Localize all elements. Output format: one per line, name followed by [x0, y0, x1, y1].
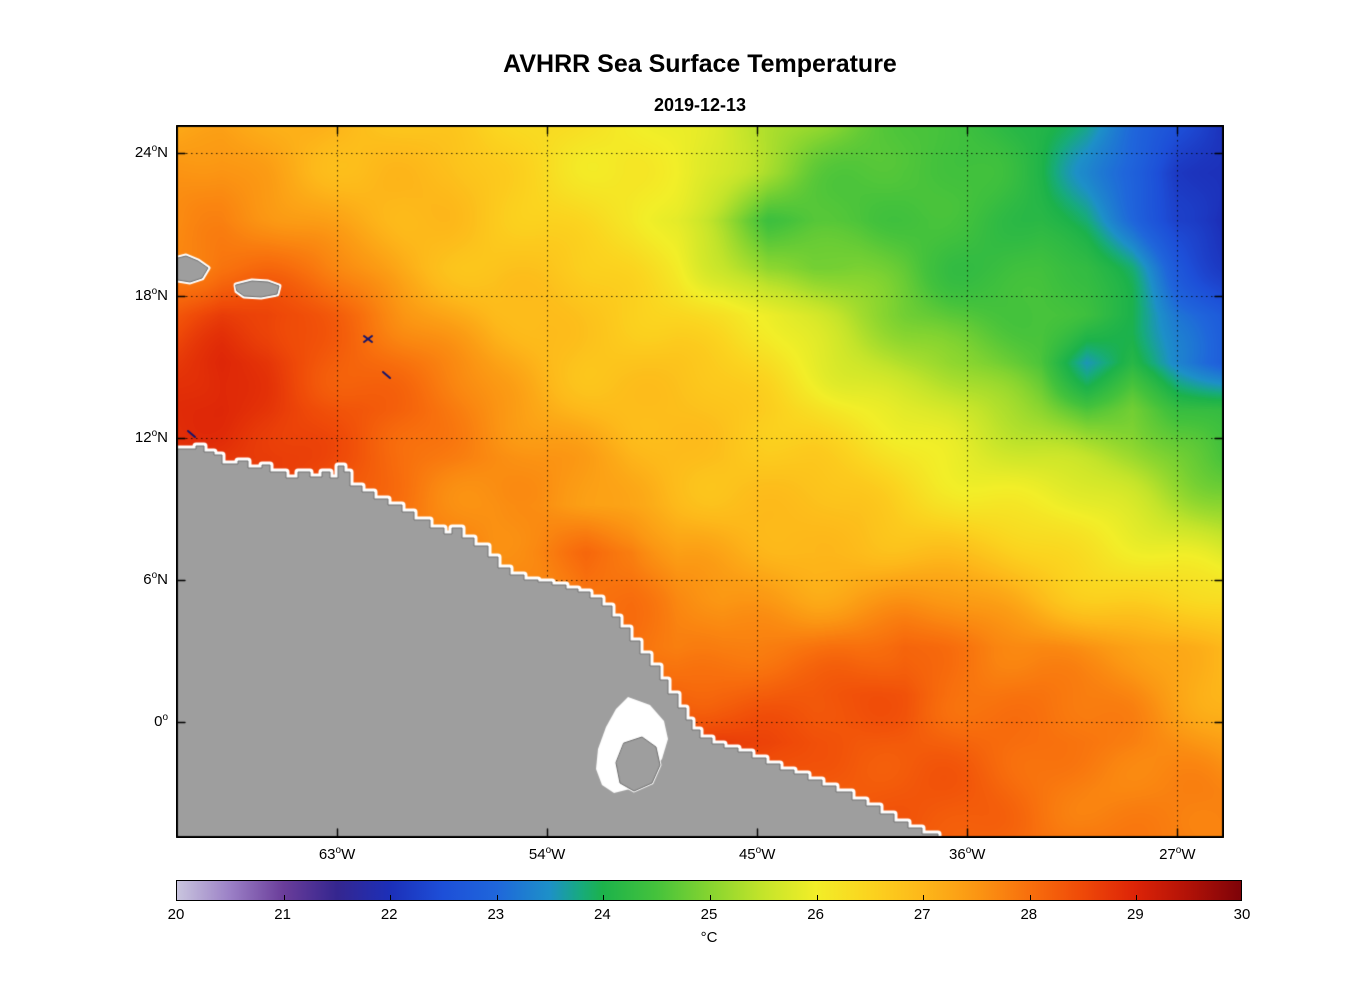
colorbar-tick — [284, 895, 285, 900]
y-tick-label: 6oN — [143, 569, 168, 588]
y-tick-label: 12oN — [134, 427, 168, 446]
y-tick-label: 24oN — [134, 143, 168, 162]
colorbar-tick-label: 23 — [487, 906, 505, 923]
colorbar-tick-label: 28 — [1020, 906, 1038, 923]
colorbar-tick-label: 26 — [807, 906, 824, 923]
colorbar-tick-label: 21 — [274, 906, 291, 923]
colorbar-tick — [1136, 895, 1137, 900]
colorbar-tick — [923, 895, 924, 900]
colorbar-tick-label: 27 — [913, 906, 931, 923]
colorbar-tick — [497, 895, 498, 900]
colorbar-tick-label: 20 — [167, 906, 185, 923]
x-tick-label: 45oW — [738, 845, 776, 864]
chart-title: AVHRR Sea Surface Temperature — [503, 50, 897, 78]
x-tick-label: 54oW — [528, 845, 566, 864]
x-tick-label: 27oW — [1159, 845, 1196, 864]
colorbar-units-label: °C — [700, 929, 718, 946]
colorbar-tick — [710, 895, 711, 900]
chart-subtitle: 2019-12-13 — [653, 95, 747, 115]
colorbar-tick — [1030, 895, 1031, 900]
x-tick-label: 36oW — [949, 845, 986, 864]
y-tick-label: 0o — [154, 711, 168, 730]
colorbar-tick-label: 22 — [380, 906, 398, 923]
colorbar-tick — [390, 895, 391, 900]
y-tick-label: 18oN — [134, 285, 168, 304]
colorbar-tick — [603, 895, 604, 900]
colorbar-tick-label: 29 — [1127, 906, 1144, 923]
colorbar — [176, 880, 1242, 901]
sst-heatmap-canvas — [176, 125, 1224, 838]
x-tick-label: 63oW — [318, 845, 356, 864]
colorbar-tick — [817, 895, 818, 900]
colorbar-tick-label: 25 — [700, 906, 718, 923]
colorbar-tick-label: 24 — [594, 906, 611, 923]
colorbar-tick-label: 30 — [1233, 906, 1251, 923]
